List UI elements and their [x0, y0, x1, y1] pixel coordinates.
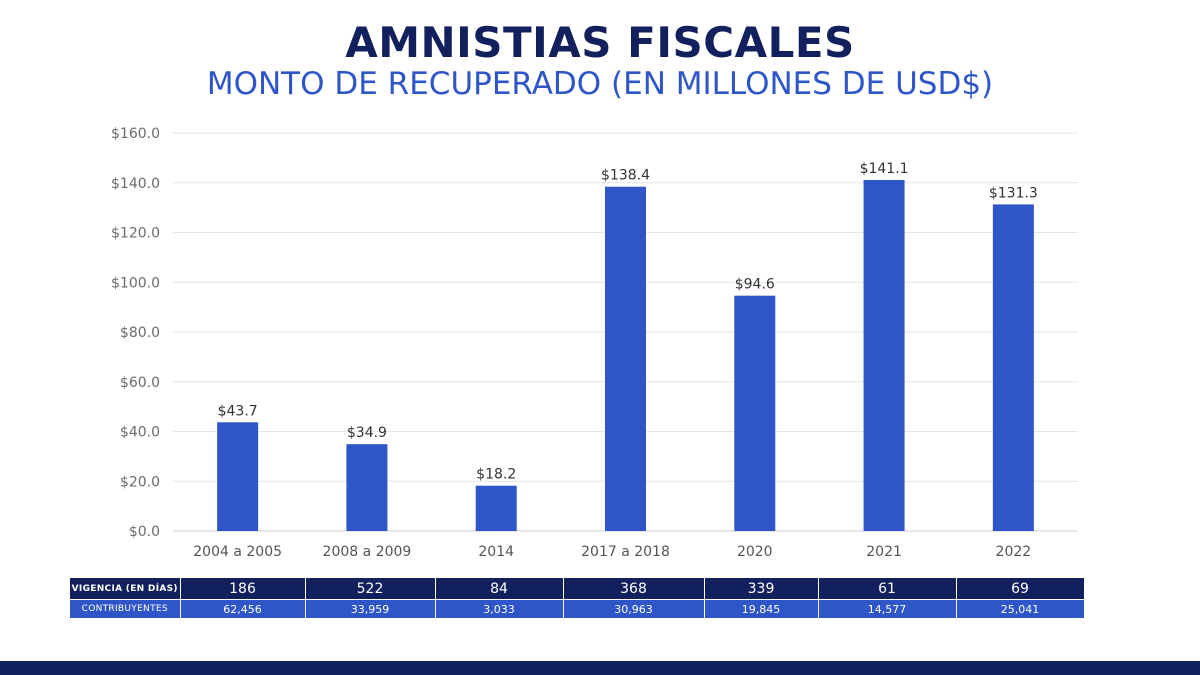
contribuyentes-cell: 19,845: [704, 599, 819, 618]
x-tick-label: 2014: [478, 544, 514, 560]
vigencia-cell: 339: [704, 578, 819, 600]
data-label: $43.7: [218, 403, 258, 419]
data-label: $138.4: [601, 168, 650, 184]
data-label: $18.2: [476, 467, 516, 483]
table-row-contribuyentes: CONTRIBUYENTES 62,456 33,959 3,033 30,96…: [70, 599, 1085, 618]
vigencia-cell: 186: [180, 578, 306, 600]
y-tick-label: $40.0: [120, 425, 160, 441]
vigencia-cell: 69: [956, 578, 1085, 600]
data-label: $141.1: [860, 161, 909, 177]
y-tick-label: $140.0: [111, 176, 160, 192]
data-label: $34.9: [347, 425, 387, 441]
bar: [475, 485, 517, 531]
x-tick-label: 2008 a 2009: [323, 544, 412, 560]
contribuyentes-cell: 14,577: [818, 599, 957, 618]
contribuyentes-cell: 33,959: [305, 599, 436, 618]
bar: [346, 444, 388, 531]
bar: [734, 295, 776, 531]
data-label: $94.6: [735, 277, 775, 293]
chart-subtitle: MONTO DE RECUPERADO (EN MILLONES DE USD$…: [206, 66, 994, 102]
y-tick-label: $0.0: [129, 524, 160, 540]
vigencia-cell: 61: [818, 578, 957, 600]
info-table: VIGENCIA (EN DÍAS) 186 522 84 368 339 61…: [70, 578, 1085, 618]
x-tick-label: 2020: [737, 544, 773, 560]
bar: [217, 422, 259, 531]
x-tick-label: 2022: [996, 544, 1032, 560]
bar-chart: $0.0 $20.0 $40.0 $60.0 $80.0 $100.0 $120.0 $140…: [111, 126, 1078, 560]
bar: [605, 186, 646, 532]
row-label-vigencia: VIGENCIA (EN DÍAS): [70, 578, 181, 600]
bar: [992, 204, 1034, 532]
footer-bar: [0, 661, 1200, 675]
vigencia-cell: 522: [305, 578, 436, 600]
row-label-contribuyentes: CONTRIBUYENTES: [70, 599, 181, 618]
chart-title: AMNISTIAS FISCALES: [345, 18, 855, 67]
data-label: $131.3: [989, 185, 1038, 201]
table-row-vigencia: VIGENCIA (EN DÍAS) 186 522 84 368 339 61…: [70, 578, 1085, 600]
y-tick-label: $60.0: [120, 375, 160, 391]
y-tick-label: $80.0: [120, 325, 160, 341]
contribuyentes-cell: 62,456: [180, 599, 306, 618]
y-tick-label: $160.0: [111, 126, 160, 142]
y-tick-label: $100.0: [111, 275, 160, 291]
bar: [863, 180, 905, 532]
contribuyentes-cell: 30,963: [563, 599, 705, 618]
vigencia-cell: 368: [563, 578, 705, 600]
contribuyentes-cell: 25,041: [956, 599, 1085, 618]
contribuyentes-cell: 3,033: [435, 599, 564, 618]
vigencia-cell: 84: [435, 578, 564, 600]
y-tick-label: $20.0: [120, 474, 160, 490]
x-tick-label: 2004 a 2005: [193, 544, 282, 560]
x-tick-label: 2017 a 2018: [581, 544, 670, 560]
x-tick-label: 2021: [866, 544, 902, 560]
y-tick-label: $120.0: [111, 226, 160, 242]
